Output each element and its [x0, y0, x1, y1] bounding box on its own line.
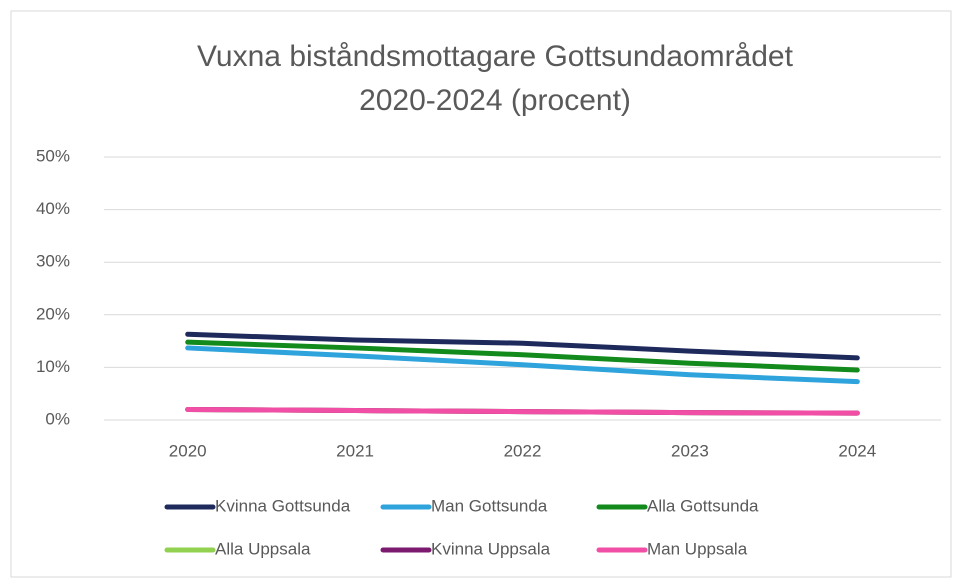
y-tick-label: 0% [45, 409, 70, 428]
chart-title: 2020-2024 (procent) [359, 84, 631, 117]
legend-label: Kvinna Gottsunda [215, 496, 351, 515]
x-tick-label: 2022 [504, 441, 542, 460]
x-tick-label: 2024 [838, 441, 876, 460]
series-line [185, 331, 860, 361]
x-tick-label: 2021 [336, 441, 374, 460]
legend-label: Alla Gottsunda [647, 496, 759, 515]
y-tick-label: 40% [36, 199, 70, 218]
y-tick-label: 30% [36, 252, 70, 271]
chart-frame [10, 10, 952, 578]
y-tick-label: 20% [36, 304, 70, 323]
series-line [185, 345, 860, 385]
x-tick-label: 2020 [169, 441, 207, 460]
y-tick-label: 10% [36, 357, 70, 376]
series-line [185, 406, 860, 416]
legend-label: Alla Uppsala [215, 539, 311, 558]
chart-title: Vuxna biståndsmottagare Gottsundaområdet [197, 40, 794, 73]
x-tick-label: 2023 [671, 441, 709, 460]
legend-label: Man Uppsala [647, 539, 748, 558]
y-tick-label: 50% [36, 146, 70, 165]
legend-label: Man Gottsunda [431, 496, 548, 515]
legend-label: Kvinna Uppsala [431, 539, 551, 558]
series-line [185, 339, 860, 373]
